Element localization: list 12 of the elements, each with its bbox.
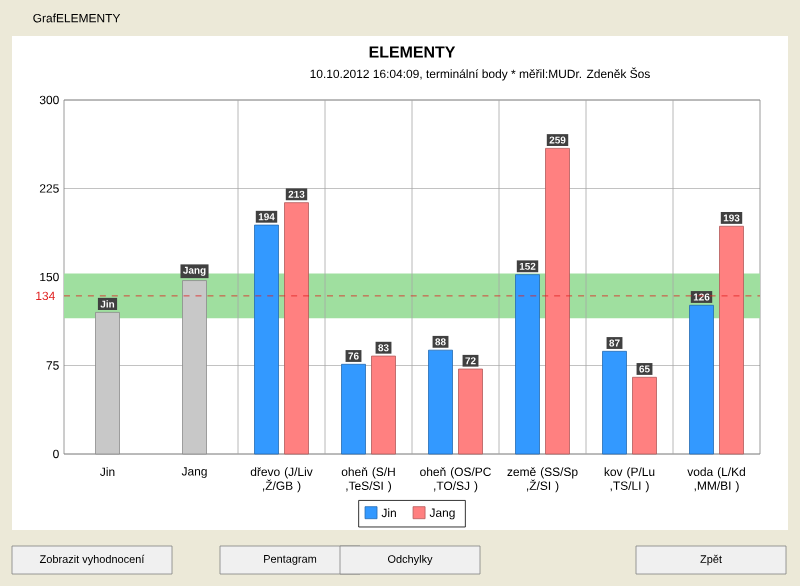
bar [341, 363, 366, 455]
bar [515, 274, 540, 455]
bar [719, 225, 744, 455]
bar [545, 147, 570, 455]
bar [632, 376, 657, 455]
bar [284, 202, 309, 455]
bar [689, 304, 714, 455]
bar [428, 349, 453, 455]
bar [371, 355, 396, 455]
bar [602, 350, 627, 455]
bar [254, 224, 279, 455]
bar [458, 368, 483, 455]
